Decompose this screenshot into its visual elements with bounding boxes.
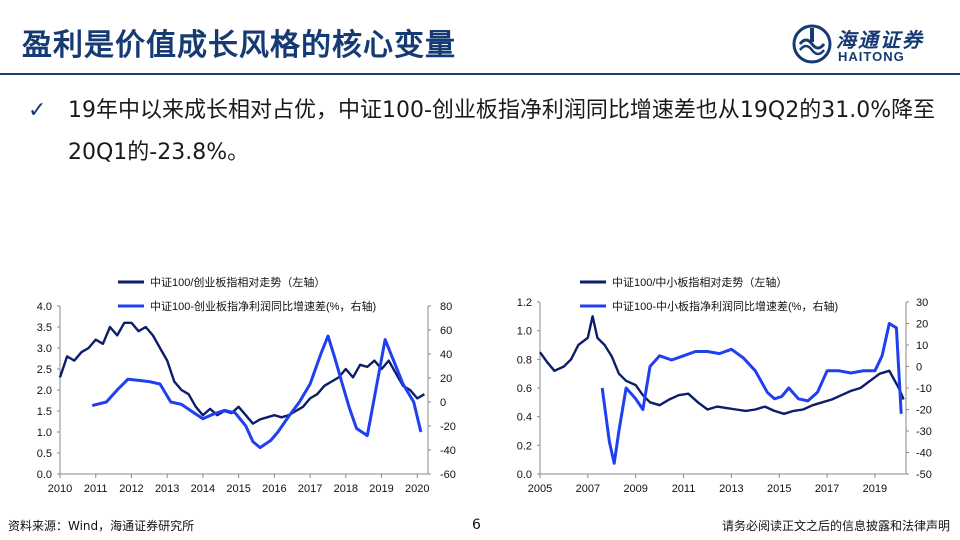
y-left-tick-label: 0.5 xyxy=(37,448,52,460)
y-left-tick-label: 2.0 xyxy=(37,385,52,397)
legend-label: 中证100-中小板指净利润同比增速差(%，右轴) xyxy=(612,299,838,313)
haitong-logo: 海通证券 HAITONG xyxy=(790,22,940,67)
legend-label: 中证100/创业板指相对走势（左轴） xyxy=(150,275,325,289)
y-left-tick-label: 0.8 xyxy=(517,354,532,366)
y-right-tick-label: 10 xyxy=(916,340,928,352)
y-left-tick-label: 1.0 xyxy=(517,326,532,338)
y-left-tick-label: 0.0 xyxy=(517,469,532,481)
y-left-tick-label: 0.0 xyxy=(37,469,52,481)
series-line xyxy=(58,321,426,425)
x-tick-label: 2014 xyxy=(191,483,215,495)
series-line xyxy=(600,322,903,465)
x-tick-label: 2018 xyxy=(334,483,358,495)
haitong-logo-icon xyxy=(792,24,832,64)
series-line xyxy=(539,315,905,415)
y-left-tick-label: 0.6 xyxy=(517,383,532,395)
series-line xyxy=(91,334,423,450)
source-note: 资料来源：Wind，海通证券研究所 xyxy=(8,519,195,533)
y-right-tick-label: 0 xyxy=(440,397,446,409)
y-right-tick-label: 60 xyxy=(440,325,452,337)
bullet-text: 19年中以来成长相对占优，中证100-创业板指净利润同比增速差也从19Q2的31… xyxy=(68,98,936,165)
legend-label: 中证100-创业板指净利润同比增速差(%，右轴) xyxy=(150,299,376,313)
x-tick-label: 2005 xyxy=(528,483,552,495)
y-right-tick-label: -50 xyxy=(916,469,932,481)
y-left-tick-label: 1.2 xyxy=(517,297,532,309)
y-left-tick-label: 3.5 xyxy=(37,322,52,334)
y-left-tick-label: 0.2 xyxy=(517,440,532,452)
logo-text-en: HAITONG xyxy=(838,49,905,64)
page-number: 6 xyxy=(472,517,481,533)
y-left-tick-label: 1.0 xyxy=(37,427,52,439)
x-tick-label: 2015 xyxy=(226,483,250,495)
x-tick-label: 2011 xyxy=(84,483,108,495)
y-right-tick-label: -10 xyxy=(916,383,932,395)
x-tick-label: 2016 xyxy=(262,483,286,495)
y-left-tick-label: 2.5 xyxy=(37,364,52,376)
checkmark-icon: ✓ xyxy=(28,98,47,123)
x-tick-label: 2011 xyxy=(672,483,696,495)
x-tick-label: 2019 xyxy=(863,483,887,495)
logo-text-cn: 海通证券 xyxy=(836,28,924,52)
y-right-tick-label: 20 xyxy=(916,319,928,331)
x-tick-label: 2007 xyxy=(576,483,600,495)
title-divider xyxy=(0,73,960,75)
x-tick-label: 2020 xyxy=(405,483,429,495)
y-right-tick-label: -60 xyxy=(440,469,456,481)
y-left-tick-label: 0.4 xyxy=(517,412,532,424)
x-tick-label: 2009 xyxy=(623,483,647,495)
y-right-tick-label: 40 xyxy=(440,349,452,361)
y-right-tick-label: 20 xyxy=(440,373,452,385)
chart-csi100-vs-sme: 中证100/中小板指相对走势（左轴） 中证100-中小板指净利润同比增速差(%，右… xyxy=(517,275,932,495)
x-tick-label: 2013 xyxy=(155,483,179,495)
x-tick-label: 2012 xyxy=(119,483,143,495)
y-left-tick-label: 4.0 xyxy=(37,301,52,313)
y-left-tick-label: 3.0 xyxy=(37,343,52,355)
legend-label: 中证100/中小板指相对走势（左轴） xyxy=(612,275,787,289)
chart-csi100-vs-chinext: 中证100/创业板指相对走势（左轴） 中证100-创业板指净利润同比增速差(%，右… xyxy=(37,275,456,495)
x-tick-label: 2010 xyxy=(48,483,72,495)
x-tick-label: 2017 xyxy=(815,483,839,495)
y-right-tick-label: 30 xyxy=(916,297,928,309)
x-tick-label: 2013 xyxy=(719,483,743,495)
y-right-tick-label: -20 xyxy=(440,421,456,433)
bullet-point: ✓ 19年中以来成长相对占优，中证100-创业板指净利润同比增速差也从19Q2的… xyxy=(28,90,936,174)
x-tick-label: 2015 xyxy=(767,483,791,495)
x-tick-label: 2017 xyxy=(298,483,322,495)
disclaimer: 请务必阅读正文之后的信息披露和法律声明 xyxy=(721,519,950,533)
y-right-tick-label: -30 xyxy=(916,426,932,438)
x-tick-label: 2019 xyxy=(369,483,393,495)
y-right-tick-label: -40 xyxy=(440,445,456,457)
y-left-tick-label: 1.5 xyxy=(37,406,52,418)
page-title: 盈利是价值成长风格的核心变量 xyxy=(22,28,456,63)
y-right-tick-label: 0 xyxy=(916,362,922,374)
y-right-tick-label: -20 xyxy=(916,405,932,417)
y-right-tick-label: -40 xyxy=(916,448,932,460)
y-right-tick-label: 80 xyxy=(440,301,452,313)
